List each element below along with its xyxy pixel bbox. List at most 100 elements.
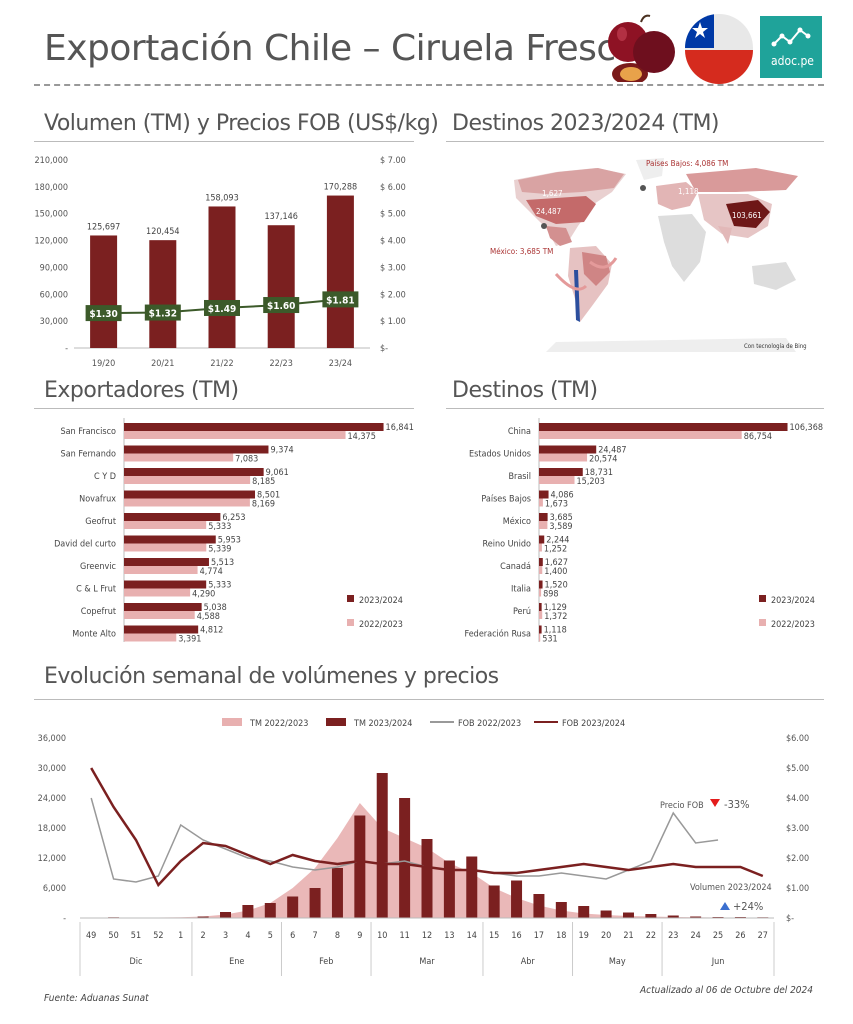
price-label: $1.30 — [89, 309, 117, 320]
category-label: Novafrux — [79, 495, 116, 505]
y-tick-label: 6,000 — [43, 884, 66, 894]
y-tick-label: 12,000 — [38, 854, 66, 864]
bar-label: 9,374 — [270, 446, 293, 456]
bar-tm-2023-2024 — [533, 894, 545, 918]
y-tick-label: 180,000 — [35, 183, 68, 193]
bar-tm-2023-2024 — [220, 912, 232, 918]
y2-tick-label: $ 4.00 — [380, 237, 406, 247]
destinos-map: Países Bajos: 4,086 TM 1,627 1,118 24,48… — [486, 146, 826, 356]
y-tick-label: 30,000 — [40, 317, 68, 327]
bar-tm-2023-2024 — [578, 906, 590, 918]
section-divider — [34, 408, 414, 409]
chile-flag-icon — [684, 14, 753, 84]
bar-label: 8,185 — [252, 477, 275, 487]
map-china — [726, 200, 770, 228]
y2-tick-label: $ 7.00 — [380, 156, 406, 166]
bar-label: 7,083 — [235, 455, 258, 465]
month-label: Abr — [521, 957, 536, 967]
bar-label: 1,252 — [544, 545, 567, 555]
updated-note: Actualizado al 06 de Octubre del 2024 — [640, 985, 813, 996]
legend-swatch — [759, 619, 766, 626]
month-label: Ene — [229, 957, 244, 967]
week-label: 18 — [556, 931, 566, 941]
bar-2023-2024 — [539, 580, 543, 589]
bar-2022-2023 — [539, 611, 543, 619]
bar-tm-2023-2024 — [600, 910, 612, 918]
legend-swatch — [222, 718, 242, 726]
category-label: Federación Rusa — [465, 629, 531, 640]
section-divider — [34, 141, 414, 142]
week-label: 6 — [290, 931, 295, 941]
map-russia — [686, 168, 798, 192]
y2-tick-label: $6.00 — [786, 734, 809, 744]
bar-label: 898 — [543, 590, 558, 600]
bar-label: 4,086 — [551, 491, 574, 501]
section-semanal-title: Evolución semanal de volúmenes y precios — [44, 664, 499, 689]
y-tick-label: 30,000 — [38, 764, 66, 774]
category-label: Perú — [513, 607, 531, 617]
bar-label: 5,038 — [204, 603, 227, 613]
volume-bar — [326, 195, 354, 348]
map-chile — [574, 270, 580, 322]
category-label: C & L Frut — [76, 585, 116, 595]
annotation-value: -33% — [724, 798, 750, 811]
bar-2022-2023 — [124, 633, 177, 642]
bar-label: 8,169 — [252, 500, 275, 510]
price-label: $1.49 — [208, 304, 236, 315]
section-destinos-title: Destinos (TM) — [452, 378, 598, 403]
map-greenland — [636, 158, 664, 180]
map-usa — [526, 196, 596, 224]
bar-2023-2024 — [539, 423, 788, 431]
y2-tick-label: $ 6.00 — [380, 183, 406, 193]
map-label: 1,627 — [542, 189, 563, 198]
week-label: 14 — [467, 931, 477, 941]
y2-tick-label: $2.00 — [786, 854, 809, 864]
price-marker — [322, 291, 359, 308]
bar-label: 5,339 — [208, 545, 231, 555]
price-marker — [263, 297, 300, 314]
bar-2022-2023 — [539, 633, 541, 642]
bar-label: 9,061 — [266, 468, 289, 478]
legend-label: 2023/2024 — [771, 596, 815, 606]
week-label: 23 — [668, 931, 678, 941]
y-tick-label: 210,000 — [35, 156, 68, 166]
bar-label: 15,203 — [577, 477, 605, 487]
bar-label: 5,333 — [208, 581, 231, 591]
map-mexico — [546, 226, 572, 246]
annotation-value: +24% — [733, 900, 763, 913]
month-label: May — [609, 957, 626, 967]
bar-2023-2024 — [124, 468, 264, 476]
bar-2022-2023 — [539, 521, 548, 529]
map-label: México: 3,685 TM — [490, 246, 553, 256]
week-label: 4 — [245, 931, 250, 941]
bar-label: 16,841 — [386, 423, 414, 433]
category-label: David del curto — [54, 540, 116, 550]
bar-label: 5,333 — [208, 522, 231, 532]
week-label: 22 — [646, 931, 656, 941]
x-tick-label: 22/23 — [270, 359, 293, 369]
bar-tm-2023-2024 — [376, 773, 388, 918]
x-tick-label: 19/20 — [92, 359, 115, 369]
section-exportadores-title: Exportadores (TM) — [44, 378, 239, 403]
y2-tick-label: $3.00 — [786, 824, 809, 834]
category-label: Países Bajos — [481, 495, 531, 505]
y2-tick-label: $ 2.00 — [380, 290, 406, 300]
week-label: 51 — [131, 931, 141, 941]
x-tick-label: 20/21 — [151, 359, 174, 369]
bar-2023-2024 — [124, 580, 207, 589]
bar-label: 1,118 — [544, 626, 567, 636]
month-label: Jun — [711, 957, 725, 967]
bar-label: 1,400 — [544, 567, 567, 577]
bar-2022-2023 — [539, 543, 542, 552]
y-tick-label: - — [63, 914, 66, 924]
bar-2022-2023 — [124, 588, 191, 597]
bar-2022-2023 — [539, 498, 543, 507]
legend-swatch — [326, 718, 346, 726]
bar-2022-2023 — [539, 431, 742, 439]
bar-label: 14,375 — [348, 432, 376, 442]
annotation-label: Volumen 2023/2024 — [690, 883, 772, 893]
bar-2022-2023 — [124, 476, 251, 484]
bar-label: 1,627 — [545, 558, 568, 568]
map-label: 103,661 — [732, 211, 762, 220]
bar-2023-2024 — [124, 513, 221, 521]
